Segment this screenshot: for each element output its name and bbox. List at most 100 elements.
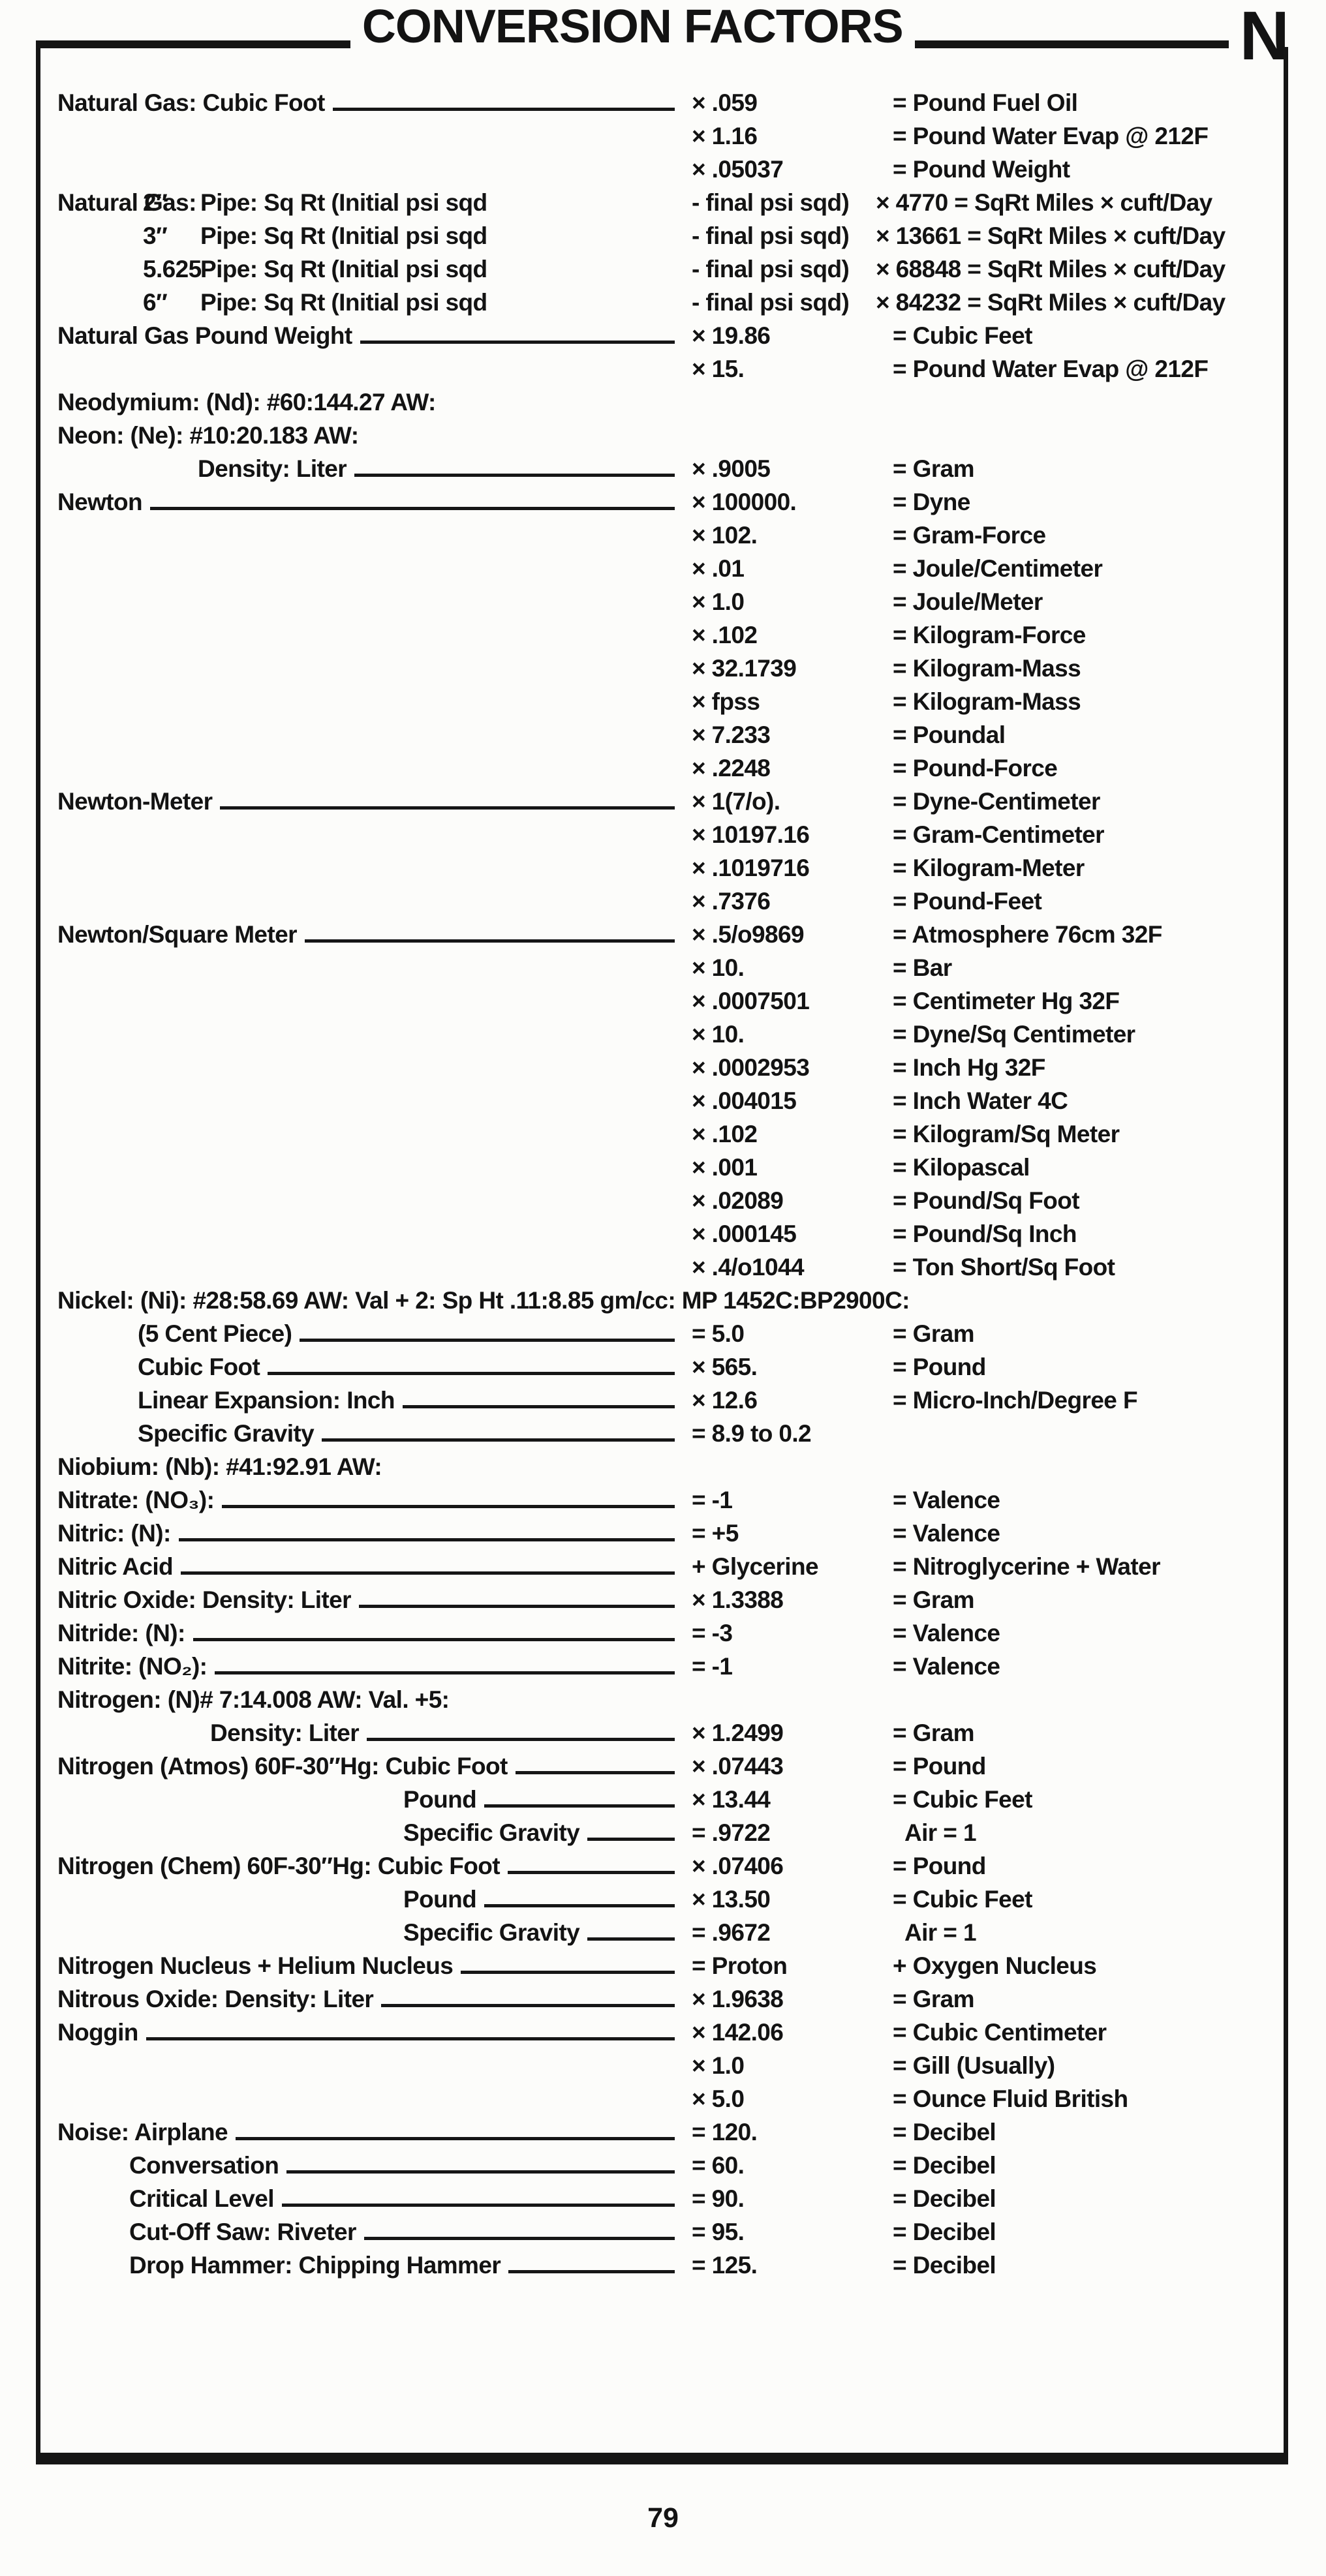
row-result: = Dyne/Sq Centimeter bbox=[893, 1021, 1135, 1048]
conversion-row: × .004015 = Inch Water 4C bbox=[57, 1083, 1284, 1116]
row-result: = Cubic Centimeter bbox=[893, 2019, 1107, 2046]
row-result: = Gram bbox=[893, 1720, 975, 1746]
row-label-cell: Nitrate: (NO₃): bbox=[57, 1485, 692, 1515]
row-result: = Ounce Fluid British bbox=[893, 2085, 1128, 2112]
row-label-cell: Nitric Acid bbox=[57, 1552, 692, 1582]
row-label: Drop Hammer: Chipping Hammer bbox=[129, 2252, 501, 2279]
row-label-cell: Cut-Off Saw: Riveter bbox=[57, 2217, 692, 2247]
leader-line bbox=[220, 806, 675, 810]
row-label-cell: Pound bbox=[57, 1785, 692, 1815]
row-factor: × 102. bbox=[692, 522, 758, 549]
row-label-cell: Nitrogen (Atmos) 60F-30″Hg: Cubic Foot bbox=[57, 1751, 692, 1781]
row-label: (5 Cent Piece) bbox=[138, 1320, 292, 1347]
leader-line bbox=[300, 1339, 675, 1342]
conversion-row: × .0002953 = Inch Hg 32F bbox=[57, 1050, 1284, 1083]
leader-line bbox=[507, 1871, 675, 1874]
conversion-row: Natural Gas: 2″ Pipe: Sq Rt (Initial psi s… bbox=[57, 185, 1284, 218]
pipe-size: 2″ bbox=[143, 189, 168, 216]
row-factor: = 120. bbox=[692, 2119, 758, 2145]
row-label-cell: Noise: Airplane bbox=[57, 2117, 692, 2147]
leader-line bbox=[508, 2270, 675, 2273]
conversion-row: Cut-Off Saw: Riveter = 95. = Decibel bbox=[57, 2214, 1284, 2247]
row-factor: × 13.44 bbox=[692, 1786, 771, 1813]
leader-line bbox=[322, 1438, 675, 1442]
leader-line bbox=[381, 2004, 675, 2007]
conversion-row: × .02089 = Pound/Sq Foot bbox=[57, 1183, 1284, 1216]
row-result: = Pound-Force bbox=[893, 755, 1058, 781]
row-result: = Valence bbox=[893, 1620, 1000, 1646]
row-factor: - final psi sqd) bbox=[692, 256, 850, 282]
conversion-row: Nitrogen (Atmos) 60F-30″Hg: Cubic Foot × … bbox=[57, 1748, 1284, 1781]
row-result: = Cubic Feet bbox=[893, 322, 1032, 349]
leader-line bbox=[150, 507, 675, 510]
leader-line bbox=[178, 1538, 675, 1541]
row-factor: × .05037 bbox=[692, 156, 784, 183]
row-factor: - final psi sqd) bbox=[692, 189, 850, 216]
row-result: = Gram-Force bbox=[893, 522, 1046, 549]
pipe-size: 5.625 bbox=[143, 256, 202, 282]
row-label-cell: Density: Liter bbox=[57, 1718, 692, 1748]
row-factor: × .7376 bbox=[692, 888, 771, 915]
leader-line bbox=[304, 939, 675, 943]
row-factor: × .9005 bbox=[692, 455, 771, 482]
page-header: CONVERSION FACTORS N bbox=[36, 0, 1289, 70]
conversion-row: × 5.0 = Ounce Fluid British bbox=[57, 2081, 1284, 2114]
row-result: + Oxygen Nucleus bbox=[893, 1952, 1097, 1979]
row-label: Density: Liter bbox=[210, 1720, 360, 1746]
row-factor: × 1.3388 bbox=[692, 1586, 784, 1613]
row-result: = Gram-Centimeter bbox=[893, 821, 1105, 848]
row-label: Nitride: (N): bbox=[57, 1620, 185, 1646]
row-result: = Kilogram/Sq Meter bbox=[893, 1121, 1120, 1147]
row-label-cell: (5 Cent Piece) bbox=[57, 1319, 692, 1349]
conversion-row: × 1.0 = Gill (Usually) bbox=[57, 2048, 1284, 2081]
row-factor: = 95. bbox=[692, 2219, 745, 2245]
row-label: Specific Gravity bbox=[403, 1919, 580, 1946]
conversion-row: Noggin × 142.06 = Cubic Centimeter bbox=[57, 2014, 1284, 2048]
leader-line bbox=[236, 2137, 675, 2140]
row-label-cell: Nitrous Oxide: Density: Liter bbox=[57, 1984, 692, 2014]
row-label: Natural Gas Pound Weight bbox=[57, 322, 352, 349]
row-factor: - final psi sqd) bbox=[692, 289, 850, 316]
row-result: = Pound Water Evap @ 212F bbox=[893, 356, 1209, 382]
row-result: = Valence bbox=[893, 1653, 1000, 1680]
row-factor: + Glycerine bbox=[692, 1553, 819, 1580]
row-result: = Valence bbox=[893, 1487, 1000, 1513]
conversion-row: Specific Gravity = 8.9 to 0.2 bbox=[57, 1416, 1284, 1449]
leader-line bbox=[286, 2170, 675, 2174]
page-number: 79 bbox=[647, 2502, 679, 2534]
row-factor: × 15. bbox=[692, 356, 745, 382]
row-label-cell: Density: Liter bbox=[57, 454, 692, 484]
leader-line bbox=[222, 1505, 675, 1508]
row-label-cell: Nitrogen Nucleus + Helium Nucleus bbox=[57, 1951, 692, 1981]
element-header-row: Niobium: (Nb): #41:92.91 AW: bbox=[57, 1449, 1284, 1482]
row-label: Nitric Oxide: Density: Liter bbox=[57, 1586, 352, 1613]
row-result: = Atmosphere 76cm 32F bbox=[893, 921, 1162, 948]
conversion-row: Natural Gas Pound Weight × 19.86 = Cubic F… bbox=[57, 318, 1284, 351]
row-factor: × .07406 bbox=[692, 1853, 784, 1879]
row-factor: × 5.0 bbox=[692, 2085, 745, 2112]
leader-line bbox=[484, 1804, 675, 1808]
row-factor: = 60. bbox=[692, 2152, 745, 2179]
row-label-cell: Nitrogen (Chem) 60F-30″Hg: Cubic Foot bbox=[57, 1851, 692, 1881]
conversion-row: Natural Gas: Cubic Foot × .059 = Pound Fue… bbox=[57, 85, 1284, 118]
leader-line bbox=[181, 1571, 675, 1575]
conversion-row: × .2248 = Pound-Force bbox=[57, 750, 1284, 783]
conversion-row: Specific Gravity = .9722 Air = 1 bbox=[57, 1815, 1284, 1848]
element-header-text: Niobium: (Nb): #41:92.91 AW: bbox=[57, 1453, 382, 1480]
row-label: Nitrous Oxide: Density: Liter bbox=[57, 1986, 374, 2012]
row-result: = Centimeter Hg 32F bbox=[893, 988, 1120, 1014]
row-factor: × .0007501 bbox=[692, 988, 810, 1014]
conversion-row: Newton-Meter × 1(7/o). = Dyne-Centimeter bbox=[57, 783, 1284, 817]
row-result: = Joule/Centimeter bbox=[893, 555, 1103, 582]
leader-line bbox=[587, 1937, 675, 1941]
row-factor: × .059 bbox=[692, 89, 758, 116]
row-result: = Decibel bbox=[893, 2185, 996, 2212]
leader-line bbox=[193, 1638, 675, 1641]
row-label-cell: Nitrite: (NO₂): bbox=[57, 1652, 692, 1682]
row-result: × 13661 = SqRt Miles × cuft/Day bbox=[876, 222, 1226, 249]
row-result: × 84232 = SqRt Miles × cuft/Day bbox=[876, 289, 1226, 316]
row-label: Newton-Meter bbox=[57, 788, 213, 815]
row-result: Air = 1 bbox=[904, 1819, 977, 1846]
row-result: Air = 1 bbox=[904, 1919, 977, 1946]
conversion-row: Pound × 13.50 = Cubic Feet bbox=[57, 1881, 1284, 1915]
